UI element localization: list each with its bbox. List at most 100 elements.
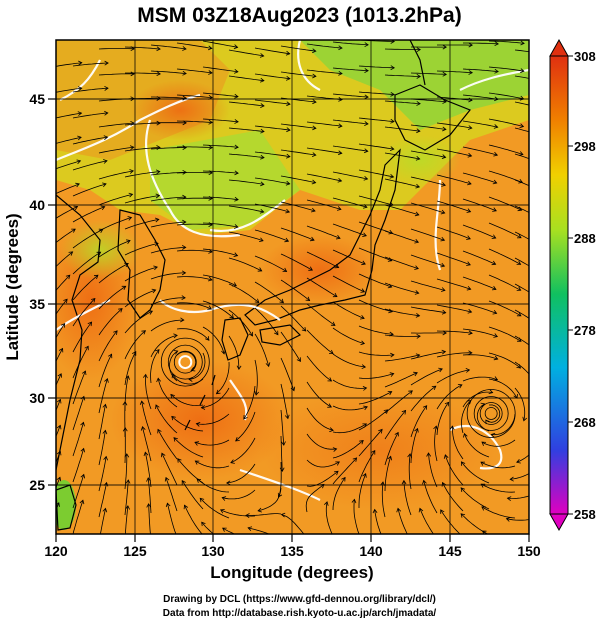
streamline-arrowhead <box>257 267 263 272</box>
streamline <box>202 274 237 287</box>
streamline-arrowhead <box>284 237 290 243</box>
streamline-arrowhead <box>415 183 421 189</box>
streamline-arrowhead <box>161 452 166 458</box>
streamline <box>306 381 332 408</box>
streamline <box>72 206 105 223</box>
streamline <box>332 423 367 434</box>
streamline <box>436 96 473 101</box>
streamline <box>488 274 521 291</box>
streamline-arrowhead <box>311 152 317 157</box>
streamline <box>56 451 61 464</box>
streamline-arrowhead <box>540 326 544 330</box>
streamline <box>176 42 212 49</box>
streamline <box>332 145 368 152</box>
streamline-arrowhead <box>181 295 186 301</box>
streamline <box>280 279 310 301</box>
streamline-arrowhead <box>127 216 133 221</box>
streamline-arrowhead <box>155 349 160 354</box>
streamline <box>462 376 498 382</box>
streamline-arrowhead <box>182 219 187 225</box>
streamline <box>222 489 256 500</box>
streamline-arrowhead <box>324 501 329 506</box>
streamline <box>485 404 501 423</box>
streamline <box>254 359 258 396</box>
streamline-arrowhead <box>194 441 200 446</box>
streamline <box>202 222 238 228</box>
streamline-arrowhead <box>279 298 284 304</box>
streamline-arrowhead <box>414 427 419 433</box>
streamline-arrowhead <box>102 403 108 409</box>
streamline-arrowhead <box>390 118 395 124</box>
streamline <box>202 248 238 257</box>
streamline <box>124 266 158 282</box>
streamline <box>72 346 89 379</box>
streamline <box>145 374 152 410</box>
streamline-arrowhead <box>129 169 134 174</box>
streamline <box>202 326 225 355</box>
streamline-arrowhead <box>177 458 182 463</box>
colorbar-tick-label: 258 <box>574 507 596 522</box>
streamline <box>56 112 82 119</box>
streamline <box>384 204 419 216</box>
streamline-arrowhead <box>173 437 178 442</box>
streamline-arrowhead <box>305 296 311 301</box>
streamline <box>124 219 159 230</box>
streamline-arrowhead <box>413 371 418 377</box>
streamline-arrowhead <box>338 70 343 76</box>
streamline <box>248 527 271 534</box>
streamline <box>254 99 291 105</box>
vortex-ring <box>484 407 498 420</box>
streamline-arrowhead <box>87 321 93 327</box>
streamline <box>56 62 82 67</box>
streamline-arrowhead <box>229 314 234 319</box>
streamline <box>176 223 213 226</box>
streamline <box>516 454 529 463</box>
streamline <box>72 448 85 483</box>
streamline <box>124 195 160 204</box>
streamline-arrowhead <box>335 234 341 240</box>
streamline <box>358 273 392 288</box>
streamline-arrowhead <box>121 285 127 290</box>
streamline-arrowhead <box>60 322 66 328</box>
streamline-arrowhead <box>182 46 187 51</box>
streamline <box>155 404 178 434</box>
streamline <box>56 274 71 292</box>
streamline <box>194 439 230 446</box>
streamline <box>436 70 473 74</box>
streamline <box>488 352 521 369</box>
streamline-arrowhead <box>352 457 358 462</box>
streamline-arrowhead <box>332 292 338 298</box>
streamline <box>56 348 63 363</box>
streamline <box>306 173 342 182</box>
streamline-arrowhead <box>431 385 437 390</box>
streamline-arrowhead <box>416 101 421 106</box>
streamline <box>488 222 522 239</box>
x-tick-label: 135 <box>280 543 304 559</box>
streamline-arrowhead <box>327 403 333 408</box>
streamline <box>150 335 178 358</box>
streamline <box>462 250 496 265</box>
streamline <box>124 310 153 334</box>
streamline <box>462 302 497 314</box>
streamline <box>245 513 282 516</box>
streamline <box>332 93 369 98</box>
streamline-arrowhead <box>207 45 213 51</box>
vortex-ring <box>473 396 509 431</box>
streamline <box>72 160 108 171</box>
streamline <box>461 400 472 434</box>
streamline-arrowhead <box>535 384 539 388</box>
streamline <box>188 352 206 380</box>
streamline <box>462 68 499 72</box>
streamline <box>228 283 260 303</box>
streamline <box>184 505 203 534</box>
streamline-arrowhead <box>433 425 438 431</box>
streamline <box>332 379 367 389</box>
streamline-arrowhead <box>156 145 161 151</box>
streamline <box>56 323 66 339</box>
streamline-arrowhead <box>260 181 265 187</box>
streamline-arrowhead <box>378 428 383 434</box>
streamline-arrowhead <box>488 389 494 394</box>
streamline-arrowhead <box>234 93 239 99</box>
streamline-arrowhead <box>390 65 395 71</box>
temperature-field <box>56 40 529 534</box>
